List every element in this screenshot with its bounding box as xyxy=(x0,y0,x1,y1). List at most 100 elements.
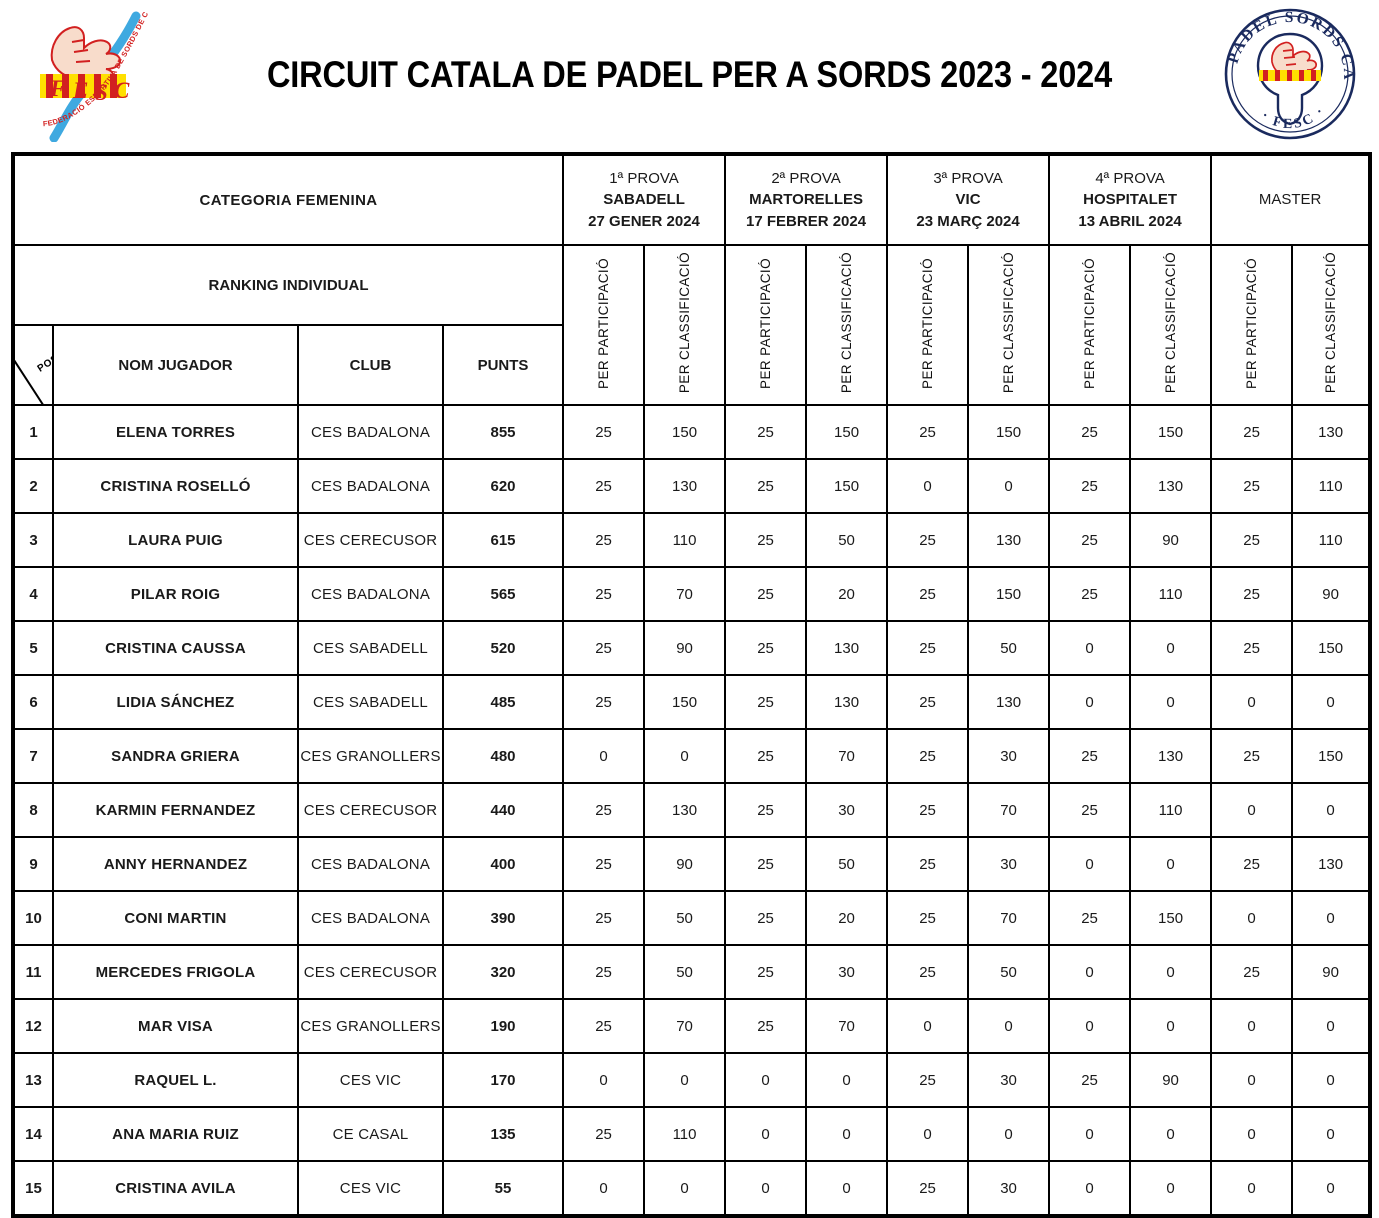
cell-classificacio-5: 150 xyxy=(1291,728,1373,784)
cell-participacio-2: 25 xyxy=(724,620,808,676)
cell-posicio: 14 xyxy=(11,1106,54,1162)
cell-classificacio-1: 50 xyxy=(643,944,727,1000)
cell-club: CES VIC xyxy=(297,1160,444,1218)
cell-participacio-1: 0 xyxy=(562,1052,646,1108)
cell-classificacio-1: 70 xyxy=(643,998,727,1054)
cell-nom-jugador: CRISTINA AVILA xyxy=(52,1160,299,1218)
cell-participacio-2: 25 xyxy=(724,836,808,892)
column-header-club: CLUB xyxy=(297,325,444,406)
cell-participacio-1: 25 xyxy=(562,890,646,946)
cell-classificacio-4: 110 xyxy=(1129,782,1213,838)
cell-classificacio-3: 50 xyxy=(967,944,1051,1000)
svg-text:E: E xyxy=(72,78,88,103)
cell-classificacio-2: 130 xyxy=(805,620,889,676)
cell-participacio-5: 0 xyxy=(1210,1160,1294,1218)
cell-classificacio-3: 30 xyxy=(967,1160,1051,1218)
cell-classificacio-2: 0 xyxy=(805,1160,889,1218)
cell-posicio: 8 xyxy=(11,782,54,838)
column-header-posicio: POSICIÓ xyxy=(11,325,53,406)
cell-participacio-4: 25 xyxy=(1048,1052,1132,1108)
cell-classificacio-2: 70 xyxy=(805,998,889,1054)
cell-nom-jugador: CONI MARTIN xyxy=(52,890,299,946)
cell-nom-jugador: CRISTINA CAUSSA xyxy=(52,620,299,676)
cell-participacio-1: 25 xyxy=(562,404,646,460)
event-city-3: VIC xyxy=(955,191,981,209)
column-header-punts: PUNTS xyxy=(441,325,565,406)
cell-classificacio-1: 130 xyxy=(643,458,727,514)
subheader-participacio-4: PER PARTICIPACIÓ xyxy=(1048,244,1132,406)
cell-participacio-2: 25 xyxy=(724,458,808,514)
cell-participacio-2: 25 xyxy=(724,566,808,622)
cell-classificacio-4: 0 xyxy=(1129,1160,1213,1218)
cell-posicio: 3 xyxy=(11,512,54,568)
cell-participacio-3: 25 xyxy=(886,836,970,892)
event-header-5: MASTER xyxy=(1210,152,1373,246)
cell-club: CES CERECUSOR xyxy=(297,512,444,568)
cell-classificacio-5: 110 xyxy=(1291,512,1373,568)
cell-nom-jugador: ANA MARIA RUIZ xyxy=(52,1106,299,1162)
event-city-2: MARTORELLES xyxy=(749,191,863,209)
cell-classificacio-5: 90 xyxy=(1291,944,1373,1000)
subheader-classificacio-5: PER CLASSIFICACIÓ xyxy=(1291,244,1373,406)
page-header: F E S C FEDERACIÓ ESPORTIVA DE SORDS DE … xyxy=(0,0,1379,150)
cell-club: CES BADALONA xyxy=(297,404,444,460)
cell-participacio-2: 0 xyxy=(724,1160,808,1218)
cell-punts: 520 xyxy=(441,620,565,676)
cell-nom-jugador: KARMIN FERNANDEZ xyxy=(52,782,299,838)
cell-classificacio-5: 0 xyxy=(1291,890,1373,946)
cell-punts: 620 xyxy=(441,458,565,514)
cell-participacio-1: 0 xyxy=(562,1160,646,1218)
cell-participacio-5: 0 xyxy=(1210,890,1294,946)
cell-participacio-1: 25 xyxy=(562,998,646,1054)
fesc-logo: F E S C FEDERACIÓ ESPORTIVA DE SORDS DE … xyxy=(9,0,192,143)
cell-posicio: 13 xyxy=(11,1052,54,1108)
svg-text:F: F xyxy=(49,76,65,101)
category-banner: CATEGORIA FEMENINA xyxy=(10,152,565,246)
cell-posicio: 1 xyxy=(11,404,54,460)
cell-club: CES GRANOLLERS xyxy=(297,998,444,1054)
cell-classificacio-4: 150 xyxy=(1129,404,1213,460)
cell-participacio-5: 25 xyxy=(1210,620,1294,676)
cell-classificacio-2: 50 xyxy=(805,836,889,892)
cell-club: CES BADALONA xyxy=(297,566,444,622)
column-header-nom-jugador: NOM JUGADOR xyxy=(52,325,299,406)
table-row: 5 CRISTINA CAUSSA CES SABADELL 520 25 90 25 130… xyxy=(11,620,1373,676)
svg-text:C: C xyxy=(114,78,130,103)
cell-nom-jugador: ELENA TORRES xyxy=(52,404,299,460)
cell-nom-jugador: ANNY HERNANDEZ xyxy=(52,836,299,892)
cell-punts: 55 xyxy=(441,1160,565,1218)
cell-classificacio-3: 0 xyxy=(967,458,1051,514)
cell-classificacio-1: 110 xyxy=(643,1106,727,1162)
event-city-1: SABADELL xyxy=(603,191,685,209)
cell-participacio-3: 25 xyxy=(886,1160,970,1218)
cell-participacio-4: 0 xyxy=(1048,998,1132,1054)
subheader-classificacio-4: PER CLASSIFICACIÓ xyxy=(1129,244,1213,406)
ranking-rows: 1 ELENA TORRES CES BADALONA 855 25 150 25 150 25… xyxy=(11,404,1373,1218)
cell-classificacio-1: 150 xyxy=(643,674,727,730)
cell-punts: 400 xyxy=(441,836,565,892)
cell-nom-jugador: LIDIA SÁNCHEZ xyxy=(52,674,299,730)
event-order-3: 3ª PROVA xyxy=(933,170,1003,188)
cell-classificacio-1: 70 xyxy=(643,566,727,622)
cell-participacio-1: 25 xyxy=(562,512,646,568)
cell-participacio-5: 0 xyxy=(1210,674,1294,730)
cell-classificacio-3: 70 xyxy=(967,782,1051,838)
cell-participacio-4: 25 xyxy=(1048,782,1132,838)
cell-participacio-1: 25 xyxy=(562,566,646,622)
cell-classificacio-4: 90 xyxy=(1129,512,1213,568)
cell-participacio-5: 25 xyxy=(1210,566,1294,622)
cell-participacio-4: 0 xyxy=(1048,836,1132,892)
subheader-classificacio-2: PER CLASSIFICACIÓ xyxy=(805,244,889,406)
cell-classificacio-3: 50 xyxy=(967,620,1051,676)
cell-participacio-2: 25 xyxy=(724,404,808,460)
cell-classificacio-5: 130 xyxy=(1291,836,1373,892)
cell-classificacio-1: 130 xyxy=(643,782,727,838)
cell-classificacio-4: 0 xyxy=(1129,620,1213,676)
cell-punts: 615 xyxy=(441,512,565,568)
cell-participacio-5: 25 xyxy=(1210,512,1294,568)
cell-classificacio-3: 30 xyxy=(967,836,1051,892)
subheader-classificacio-1: PER CLASSIFICACIÓ xyxy=(643,244,727,406)
cell-participacio-4: 25 xyxy=(1048,458,1132,514)
cell-nom-jugador: CRISTINA ROSELLÓ xyxy=(52,458,299,514)
cell-participacio-1: 0 xyxy=(562,728,646,784)
